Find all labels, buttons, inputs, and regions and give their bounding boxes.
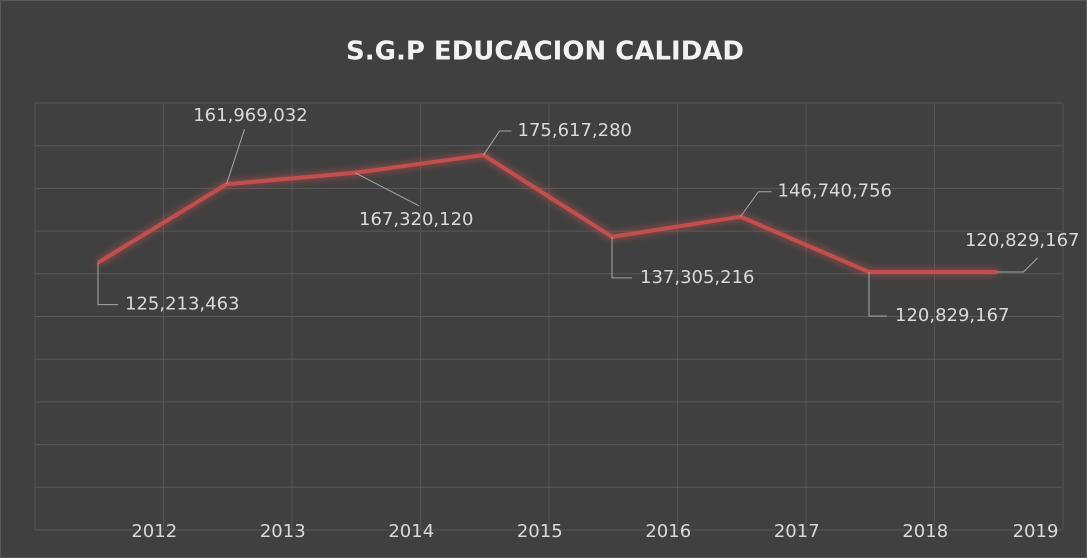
data-label: 175,617,280 [518,120,633,141]
leader-line [354,172,420,207]
leader-line [97,262,118,306]
x-tick-label: 2018 [902,521,948,542]
leader-line [868,272,887,317]
series-line [96,153,998,275]
x-tick-label: 2015 [517,521,563,542]
data-label: 161,969,032 [193,105,308,126]
x-tick-label: 2016 [645,521,691,542]
x-tick-label: 2013 [260,521,306,542]
leader-line [997,257,1038,273]
data-label: 120,829,167 [895,305,1010,326]
chart-title: S.G.P EDUCACION CALIDAD [346,37,744,67]
leader-line [483,130,512,156]
data-label: 120,829,167 [965,230,1080,251]
data-label: 146,740,756 [778,181,893,202]
x-tick-label: 2014 [388,521,434,542]
x-tick-label: 2019 [1013,521,1059,542]
data-label: 167,320,120 [359,209,474,230]
data-label: 125,213,463 [125,294,240,315]
leader-line [226,129,245,185]
leader-line [611,236,632,279]
data-label: 137,305,216 [640,267,755,288]
leader-line [740,191,772,218]
x-tick-label: 2012 [131,521,177,542]
x-tick-label: 2017 [774,521,820,542]
